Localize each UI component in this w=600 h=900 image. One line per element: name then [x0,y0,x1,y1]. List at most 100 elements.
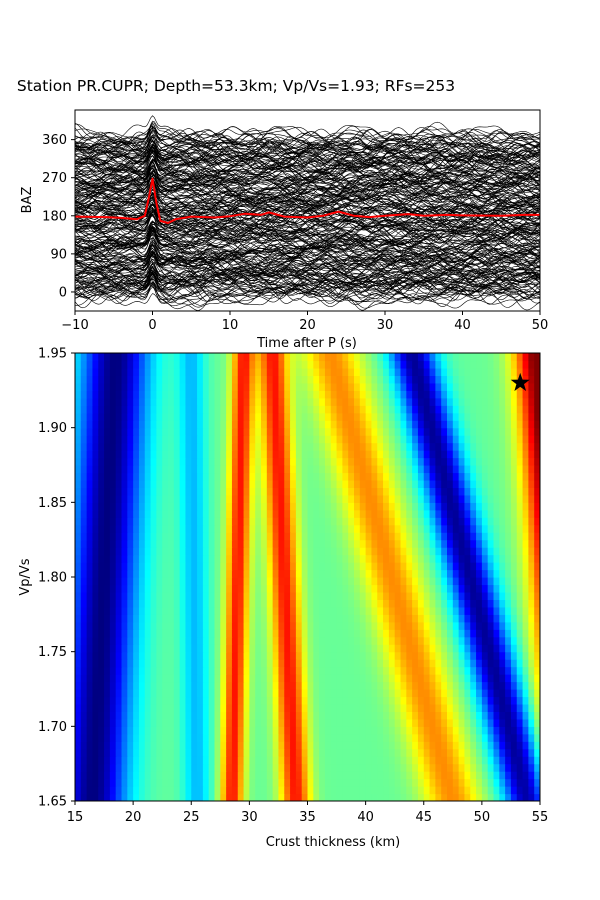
heatmap-cell [162,435,169,444]
heatmap-cell [365,606,373,615]
heatmap-cell [173,771,181,780]
heatmap-cell [249,793,256,801]
heatmap-cell [412,786,419,795]
heatmap-cell [191,562,198,571]
heatmap-cell [80,569,88,578]
heatmap-cell [92,651,99,660]
rf-trace [75,151,540,185]
heatmap-cell [278,569,285,578]
heatmap-cell [156,629,163,638]
rf-x-tick-label: −10 [61,318,88,333]
heatmap-cell [86,524,94,533]
heatmap-cell [231,629,239,638]
heatmap-cell [179,771,187,780]
heatmap-cell [231,771,239,780]
heatmap-cell [534,666,540,675]
heatmap-cell [156,741,163,750]
heatmap-cell [231,711,239,720]
heatmap-cell [290,726,297,735]
heatmap-cell [162,465,169,474]
heatmap-cell [191,599,198,608]
heatmap-cell [441,778,448,787]
heatmap-cell [255,569,262,578]
heatmap-cell [138,502,146,511]
heatmap-cell [383,584,390,593]
heatmap-cell [388,390,396,399]
heatmap-cell [470,651,477,660]
heatmap-cell [249,763,256,772]
heatmap-cell [98,606,105,615]
heatmap-cell [284,509,291,518]
heatmap-cell [441,696,448,705]
heatmap-cell [75,427,82,436]
heatmap-cell [336,703,343,712]
heatmap-cell [528,733,535,742]
heatmap-cell [197,465,204,474]
heatmap-cell [92,472,99,481]
heatmap-cell [80,524,88,533]
heatmap-cell [429,621,436,630]
heatmap-cell [162,442,169,451]
heatmap-cell [359,562,367,571]
heatmap-cell [243,427,250,436]
heatmap-cell [417,390,425,399]
heatmap-cell [359,681,367,690]
heatmap-cell [249,524,256,533]
heatmap-cell [150,629,157,638]
heatmap-cell [255,412,262,421]
heatmap-cell [127,457,134,466]
heatmap-cell [168,397,175,406]
heatmap-cell [220,771,227,780]
heatmap-cell [220,636,227,645]
heatmap-cell [342,502,349,511]
heatmap-cell [261,741,268,750]
heatmap-cell [284,674,291,683]
heatmap-cell [412,711,419,720]
heatmap-cell [284,793,291,801]
heatmap-cell [371,786,378,795]
heatmap-cell [412,756,419,765]
heatmap-cell [470,711,477,720]
heatmap-cell [231,465,239,474]
heatmap-cell [261,629,268,638]
heatmap-cell [476,450,483,459]
heatmap-cell [516,771,524,780]
heatmap-cell [499,442,506,451]
rf-x-tick-label: 30 [377,318,394,333]
heatmap-cell [226,741,233,750]
heatmap-cell [330,629,338,638]
heatmap-cell [202,577,210,586]
heatmap-cell [237,360,245,369]
heatmap-cell [144,390,152,399]
heatmap-cell [400,427,407,436]
heatmap-cell [464,450,471,459]
heatmap-cell [179,636,187,645]
heatmap-cell [156,786,163,795]
heatmap-cell [214,517,221,526]
heatmap-cell [336,786,343,795]
heatmap-cell [185,696,192,705]
heatmap-cell [342,703,349,712]
heatmap-cell [127,748,134,757]
heatmap-cell [493,793,500,801]
heatmap-cell [505,405,512,414]
heatmap-cell [191,547,198,556]
heatmap-cell [295,681,303,690]
heatmap-cell [98,465,105,474]
heatmap-cell [115,681,123,690]
heatmap-cell [528,502,535,511]
heatmap-cell [75,472,82,481]
heatmap-cell [284,778,291,787]
heatmap-cell [458,689,466,698]
heatmap-cell [481,674,489,683]
heatmap-cell [307,502,314,511]
heatmap-cell [121,539,128,548]
heatmap-cell [406,591,413,600]
heatmap-cell [313,629,320,638]
heatmap-cell [458,786,466,795]
heatmap-cell [295,569,303,578]
heatmap-cell [348,577,355,586]
heatmap-cell [75,554,82,563]
heatmap-cell [412,427,419,436]
heatmap-cell [348,703,355,712]
